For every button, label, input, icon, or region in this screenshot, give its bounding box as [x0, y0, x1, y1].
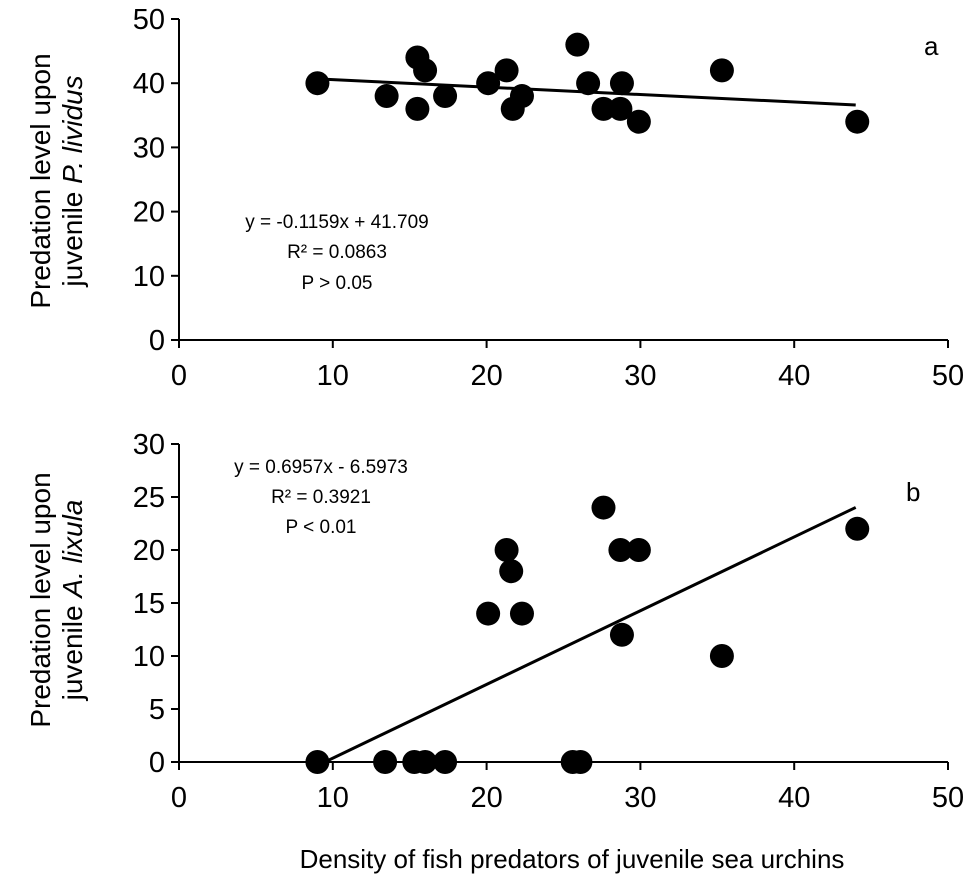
panel-a-y-tick-label: 10 [133, 261, 165, 293]
panel-a-x-tick-label: 10 [317, 360, 349, 392]
panel-b-data-point [476, 601, 501, 626]
panel-a-data-point [591, 96, 616, 121]
panel-a-y-label-line-2: juvenile P. lividus [57, 75, 88, 287]
panel-a-data-point [626, 109, 651, 134]
panel-b-trendline [316, 506, 857, 767]
panel-b-y-tick-label: 20 [133, 535, 165, 567]
panel-a-y-ticks: 0 10 20 30 40 50 [133, 4, 179, 357]
panel-a-p-value: P > 0.05 [302, 273, 373, 294]
panel-b-data-point [494, 538, 519, 562]
panel-b-x-tick-label: 0 [171, 782, 187, 814]
panel-b-x-tick-label: 50 [932, 782, 964, 814]
panel-a-x-tick-label: 40 [778, 360, 810, 392]
panel-a-data-point [305, 71, 330, 96]
panel-b-data-point [509, 601, 534, 626]
panel-b-y-tick-label: 30 [133, 429, 165, 461]
panel-b-data-point [499, 559, 524, 584]
panel-a-y-label-prefix: juvenile [57, 184, 88, 288]
panel-b-data-point [709, 644, 734, 668]
chart-panel-b: 0 5 10 15 20 25 30 0 10 20 30 40 50 b y = 0.6957x -… [25, 429, 964, 874]
panel-a-data-point [476, 71, 501, 96]
panel-a-y-tick-label: 30 [133, 132, 165, 164]
panel-a-data-point [845, 109, 870, 134]
panel-a-x-tick-label: 20 [470, 360, 502, 392]
panel-b-y-tick-label: 5 [149, 694, 165, 726]
panel-a-data-point [405, 96, 430, 121]
panel-a-data-point [576, 71, 601, 96]
panel-b-r-squared: R² = 0.3921 [271, 487, 371, 508]
panel-b-annotation: y = 0.6957x - 6.5973 R² = 0.3921 P < 0.0… [234, 457, 408, 538]
panel-a-data-point [413, 58, 438, 83]
panel-a-y-tick-label: 0 [149, 325, 165, 357]
panel-b-data-point [591, 495, 616, 520]
panel-a-annotation: y = -0.1159x + 41.709 R² = 0.0863 P > 0.… [245, 212, 428, 294]
panel-a-x-tick-label: 50 [932, 360, 964, 392]
panel-a-data-point [565, 32, 590, 57]
panel-a-trendline [317, 77, 856, 107]
panel-b-y-label-prefix: juvenile [57, 598, 88, 702]
panel-b-data-point [626, 538, 651, 562]
panel-a-data-point [374, 84, 399, 109]
panel-b-data-point [608, 538, 633, 562]
panel-a-y-tick-label: 40 [133, 68, 165, 100]
panel-a-data-point [609, 71, 634, 96]
panel-a-x-tick-label: 30 [624, 360, 656, 392]
panel-a-label: a [924, 31, 939, 61]
panel-a-y-label-species: P. lividus [57, 75, 88, 183]
panel-b-label: b [906, 477, 920, 507]
panel-b-y-tick-label: 10 [133, 641, 165, 673]
panel-b-data-point [845, 516, 870, 541]
panel-b-y-label: Predation level upon juvenile A. lixula [25, 472, 88, 727]
panel-a-data-point [608, 96, 633, 121]
panel-a-r-squared: R² = 0.0863 [287, 242, 387, 263]
panel-b-y-tick-label: 25 [133, 482, 165, 514]
panel-a-y-tick-label: 20 [133, 197, 165, 229]
panel-b-y-tick-label: 15 [133, 588, 165, 620]
panel-b-y-label-line-1: Predation level upon [25, 472, 56, 727]
panel-b-x-tick-label: 20 [470, 782, 502, 814]
panel-b-y-label-line-2: juvenile A. lixula [57, 500, 88, 702]
panel-a-x-ticks: 0 10 20 30 40 50 [171, 340, 964, 392]
chart-panel-a: 0 10 20 30 40 50 0 10 20 30 40 50 a y = -0.1159x +… [25, 4, 964, 392]
panel-b-x-tick-label: 30 [624, 782, 656, 814]
panel-b-p-value: P < 0.01 [286, 517, 357, 538]
panel-b-y-ticks: 0 5 10 15 20 25 30 [133, 429, 179, 779]
panel-a-y-label-line-1: Predation level upon [25, 53, 56, 308]
panel-a-data-point [494, 58, 519, 83]
panel-b-equation: y = 0.6957x - 6.5973 [234, 457, 408, 478]
x-axis-label: Density of fish predators of juvenile se… [300, 844, 845, 874]
panel-b-x-tick-label: 10 [317, 782, 349, 814]
panel-a-y-tick-label: 50 [133, 4, 165, 36]
panel-a-equation: y = -0.1159x + 41.709 [245, 212, 428, 233]
panel-b-data-point [609, 622, 634, 647]
panel-a-points [305, 32, 870, 134]
panel-a-data-point [709, 58, 734, 83]
panel-b-y-tick-label: 0 [149, 747, 165, 779]
panel-a-x-tick-label: 0 [171, 360, 187, 392]
panel-b-x-tick-label: 40 [778, 782, 810, 814]
panel-a-y-label: Predation level upon juvenile P. lividus [25, 53, 88, 308]
panel-a-data-point [433, 84, 458, 109]
panel-b-x-ticks: 0 10 20 30 40 50 [171, 762, 964, 814]
panel-b-y-label-species: A. lixula [57, 500, 88, 600]
